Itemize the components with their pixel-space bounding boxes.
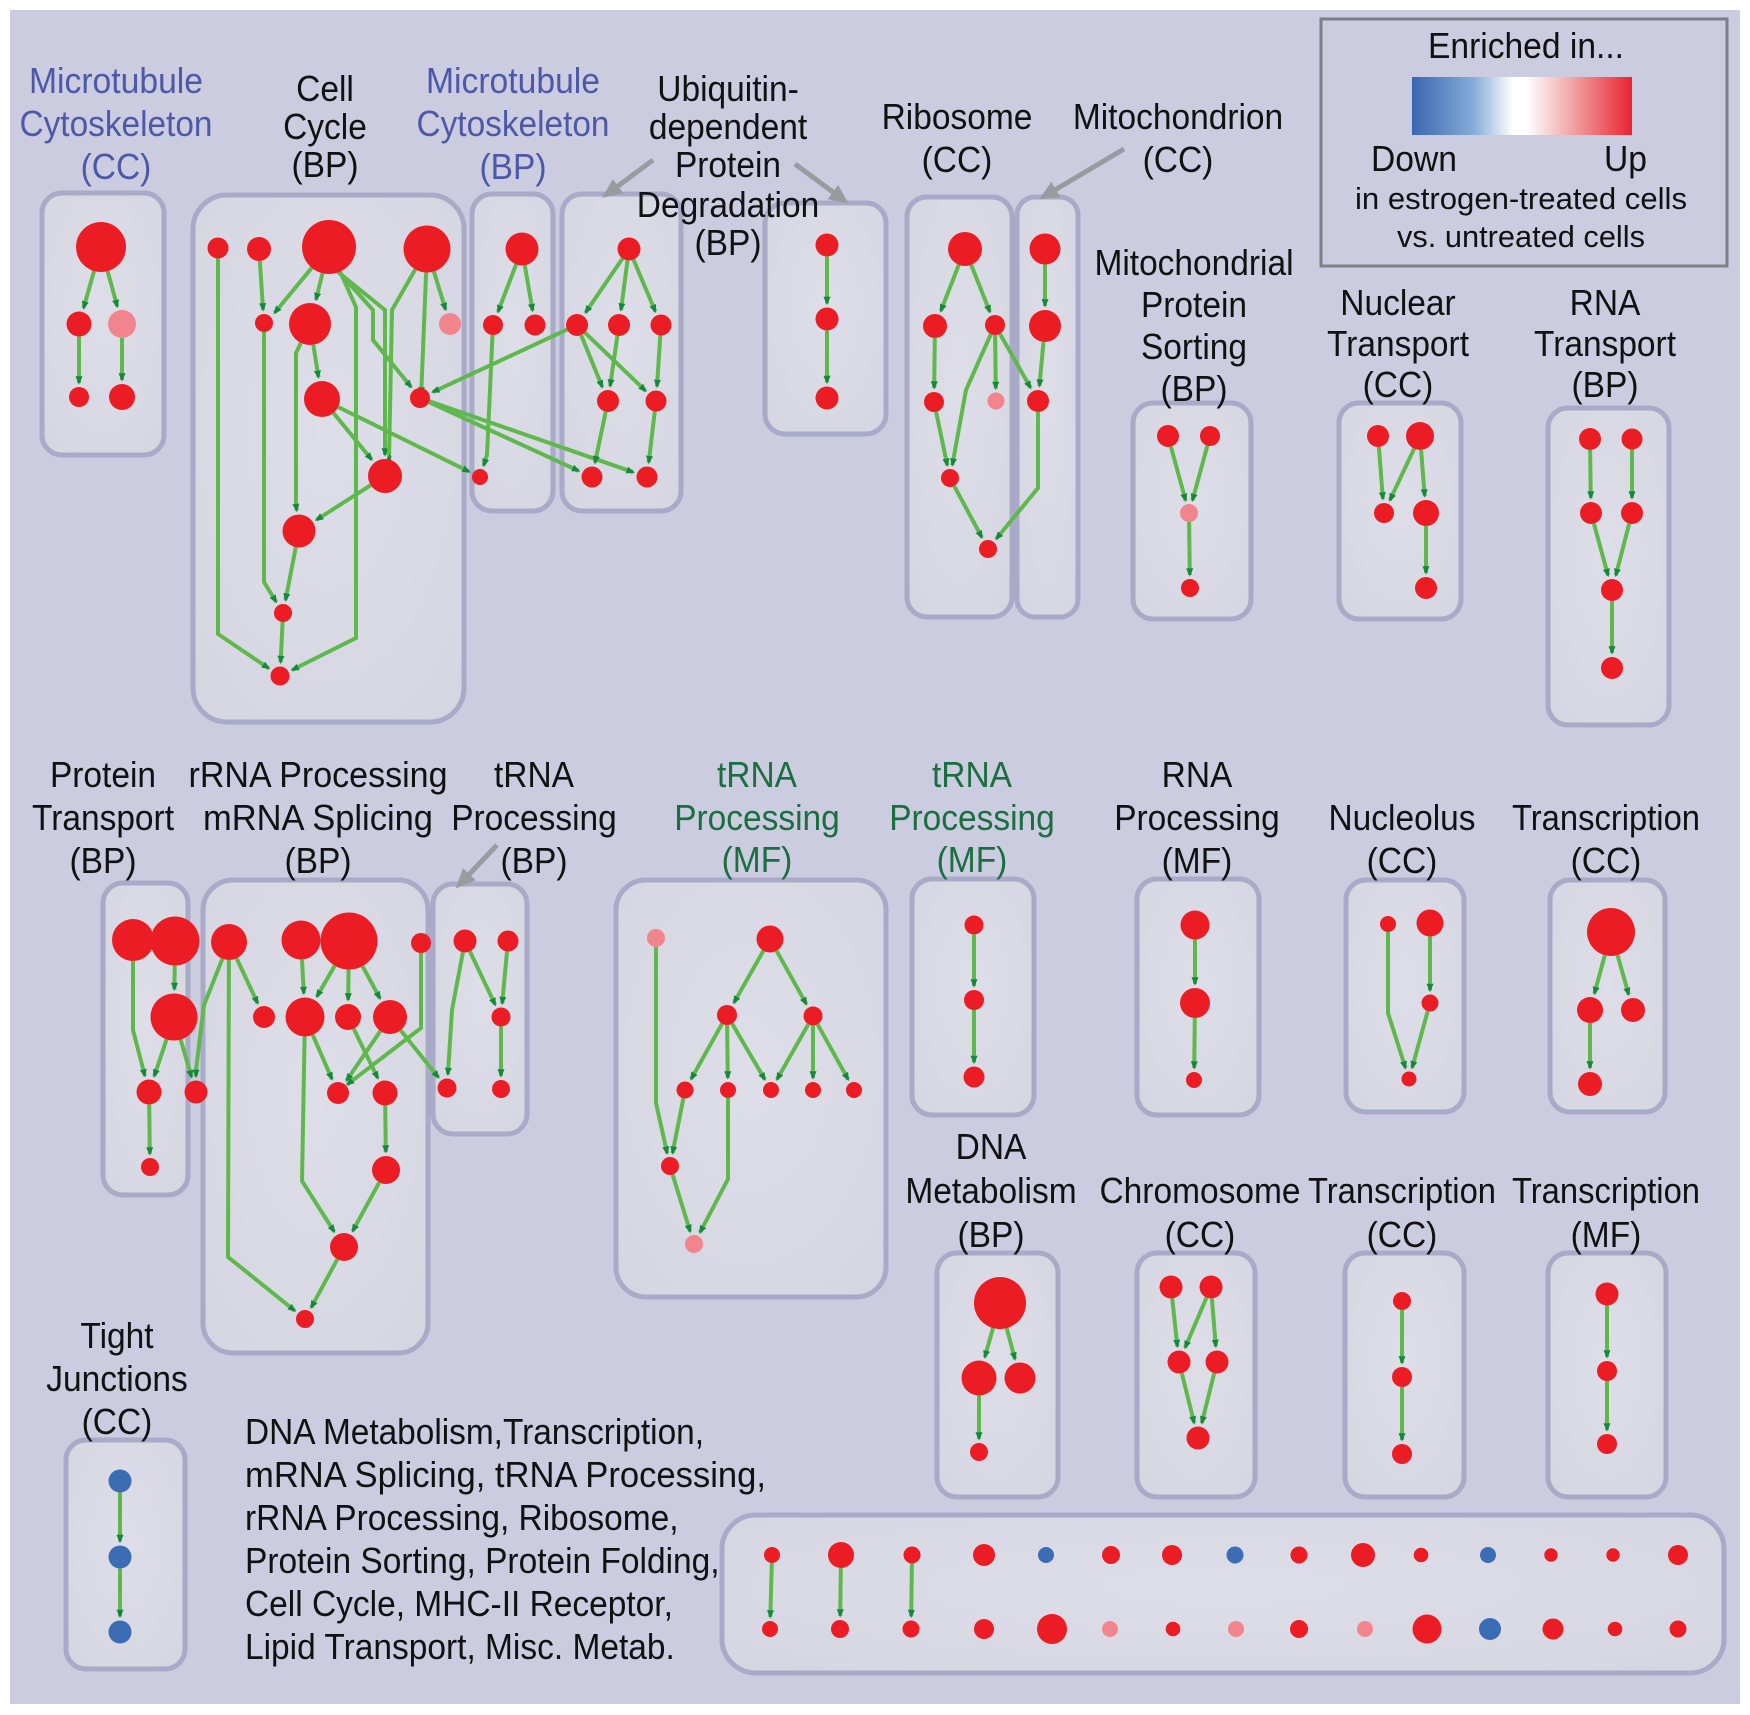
- svg-text:(BP): (BP): [480, 146, 547, 187]
- svg-text:(BP): (BP): [70, 840, 137, 881]
- svg-text:(CC): (CC): [922, 139, 993, 180]
- svg-text:Processing: Processing: [451, 797, 617, 838]
- svg-text:dependent: dependent: [649, 106, 807, 147]
- svg-text:vs. untreated cells: vs. untreated cells: [1397, 219, 1645, 254]
- svg-text:(CC): (CC): [1363, 364, 1434, 405]
- svg-text:Protein: Protein: [1141, 284, 1247, 325]
- svg-text:Microtubule: Microtubule: [426, 60, 600, 101]
- svg-text:Protein Sorting, Protein Foldi: Protein Sorting, Protein Folding,: [245, 1540, 720, 1581]
- svg-text:Protein: Protein: [675, 144, 781, 185]
- svg-text:(BP): (BP): [292, 144, 359, 185]
- svg-text:(BP): (BP): [695, 222, 762, 263]
- svg-text:(CC): (CC): [1367, 1214, 1438, 1255]
- svg-text:Ubiquitin-: Ubiquitin-: [657, 68, 799, 109]
- svg-text:Mitochondrial: Mitochondrial: [1094, 242, 1293, 283]
- svg-text:Transport: Transport: [32, 797, 174, 838]
- svg-text:Cell Cycle, MHC-II Receptor,: Cell Cycle, MHC-II Receptor,: [245, 1583, 673, 1624]
- svg-text:tRNA: tRNA: [932, 754, 1012, 795]
- svg-text:(BP): (BP): [285, 840, 352, 881]
- svg-text:RNA: RNA: [1162, 754, 1233, 795]
- svg-text:Processing: Processing: [674, 797, 840, 838]
- svg-text:(CC): (CC): [82, 1401, 153, 1442]
- svg-text:Transcription: Transcription: [1512, 797, 1700, 838]
- svg-text:(CC): (CC): [1143, 139, 1214, 180]
- svg-text:(CC): (CC): [1165, 1214, 1236, 1255]
- svg-text:Transport: Transport: [1327, 323, 1469, 364]
- svg-text:in estrogen-treated cells: in estrogen-treated cells: [1355, 181, 1687, 216]
- svg-text:Protein: Protein: [50, 754, 156, 795]
- svg-text:(BP): (BP): [1161, 368, 1228, 409]
- svg-text:(MF): (MF): [1162, 840, 1233, 881]
- svg-text:Nucleolus: Nucleolus: [1329, 797, 1476, 838]
- svg-text:tRNA: tRNA: [717, 754, 797, 795]
- svg-text:Cell: Cell: [296, 68, 354, 109]
- svg-text:(BP): (BP): [501, 840, 568, 881]
- svg-text:Ribosome: Ribosome: [882, 96, 1033, 137]
- svg-text:(CC): (CC): [81, 146, 152, 187]
- svg-text:tRNA: tRNA: [494, 754, 574, 795]
- svg-text:DNA Metabolism,Transcription,: DNA Metabolism,Transcription,: [245, 1411, 704, 1452]
- svg-text:(MF): (MF): [1571, 1214, 1642, 1255]
- svg-text:Junctions: Junctions: [46, 1358, 188, 1399]
- svg-text:Transcription: Transcription: [1308, 1170, 1496, 1211]
- svg-text:DNA: DNA: [956, 1126, 1027, 1167]
- svg-text:Down: Down: [1371, 138, 1457, 179]
- svg-text:Nuclear: Nuclear: [1340, 282, 1455, 323]
- svg-text:Up: Up: [1604, 138, 1647, 179]
- svg-text:(BP): (BP): [1572, 364, 1639, 405]
- svg-text:Mitochondrion: Mitochondrion: [1073, 96, 1283, 137]
- svg-text:Sorting: Sorting: [1141, 326, 1247, 367]
- svg-text:Cytoskeleton: Cytoskeleton: [20, 103, 213, 144]
- svg-text:RNA: RNA: [1570, 282, 1641, 323]
- svg-text:Chromosome: Chromosome: [1100, 1170, 1301, 1211]
- svg-text:mRNA Splicing, tRNA Processing: mRNA Splicing, tRNA Processing,: [245, 1454, 766, 1495]
- svg-text:Transcription: Transcription: [1512, 1170, 1700, 1211]
- svg-text:(CC): (CC): [1367, 840, 1438, 881]
- svg-text:(CC): (CC): [1571, 840, 1642, 881]
- svg-text:rRNA Processing, Ribosome,: rRNA Processing, Ribosome,: [245, 1497, 679, 1538]
- svg-text:Cytoskeleton: Cytoskeleton: [417, 103, 610, 144]
- svg-text:Transport: Transport: [1534, 323, 1676, 364]
- svg-text:Microtubule: Microtubule: [29, 60, 203, 101]
- svg-text:Tight: Tight: [80, 1315, 153, 1356]
- svg-text:(MF): (MF): [722, 839, 793, 880]
- svg-text:Degradation: Degradation: [637, 184, 819, 225]
- svg-text:(MF): (MF): [937, 839, 1008, 880]
- svg-text:Cycle: Cycle: [283, 106, 367, 147]
- svg-text:(BP): (BP): [958, 1214, 1025, 1255]
- svg-text:rRNA Processing: rRNA Processing: [189, 754, 448, 795]
- svg-text:Enriched in...: Enriched in...: [1428, 25, 1624, 66]
- svg-text:Processing: Processing: [1114, 797, 1280, 838]
- svg-text:Metabolism: Metabolism: [905, 1170, 1076, 1211]
- svg-text:mRNA Splicing: mRNA Splicing: [203, 797, 433, 838]
- svg-text:Processing: Processing: [889, 797, 1055, 838]
- svg-text:Lipid Transport, Misc. Metab.: Lipid Transport, Misc. Metab.: [245, 1626, 675, 1667]
